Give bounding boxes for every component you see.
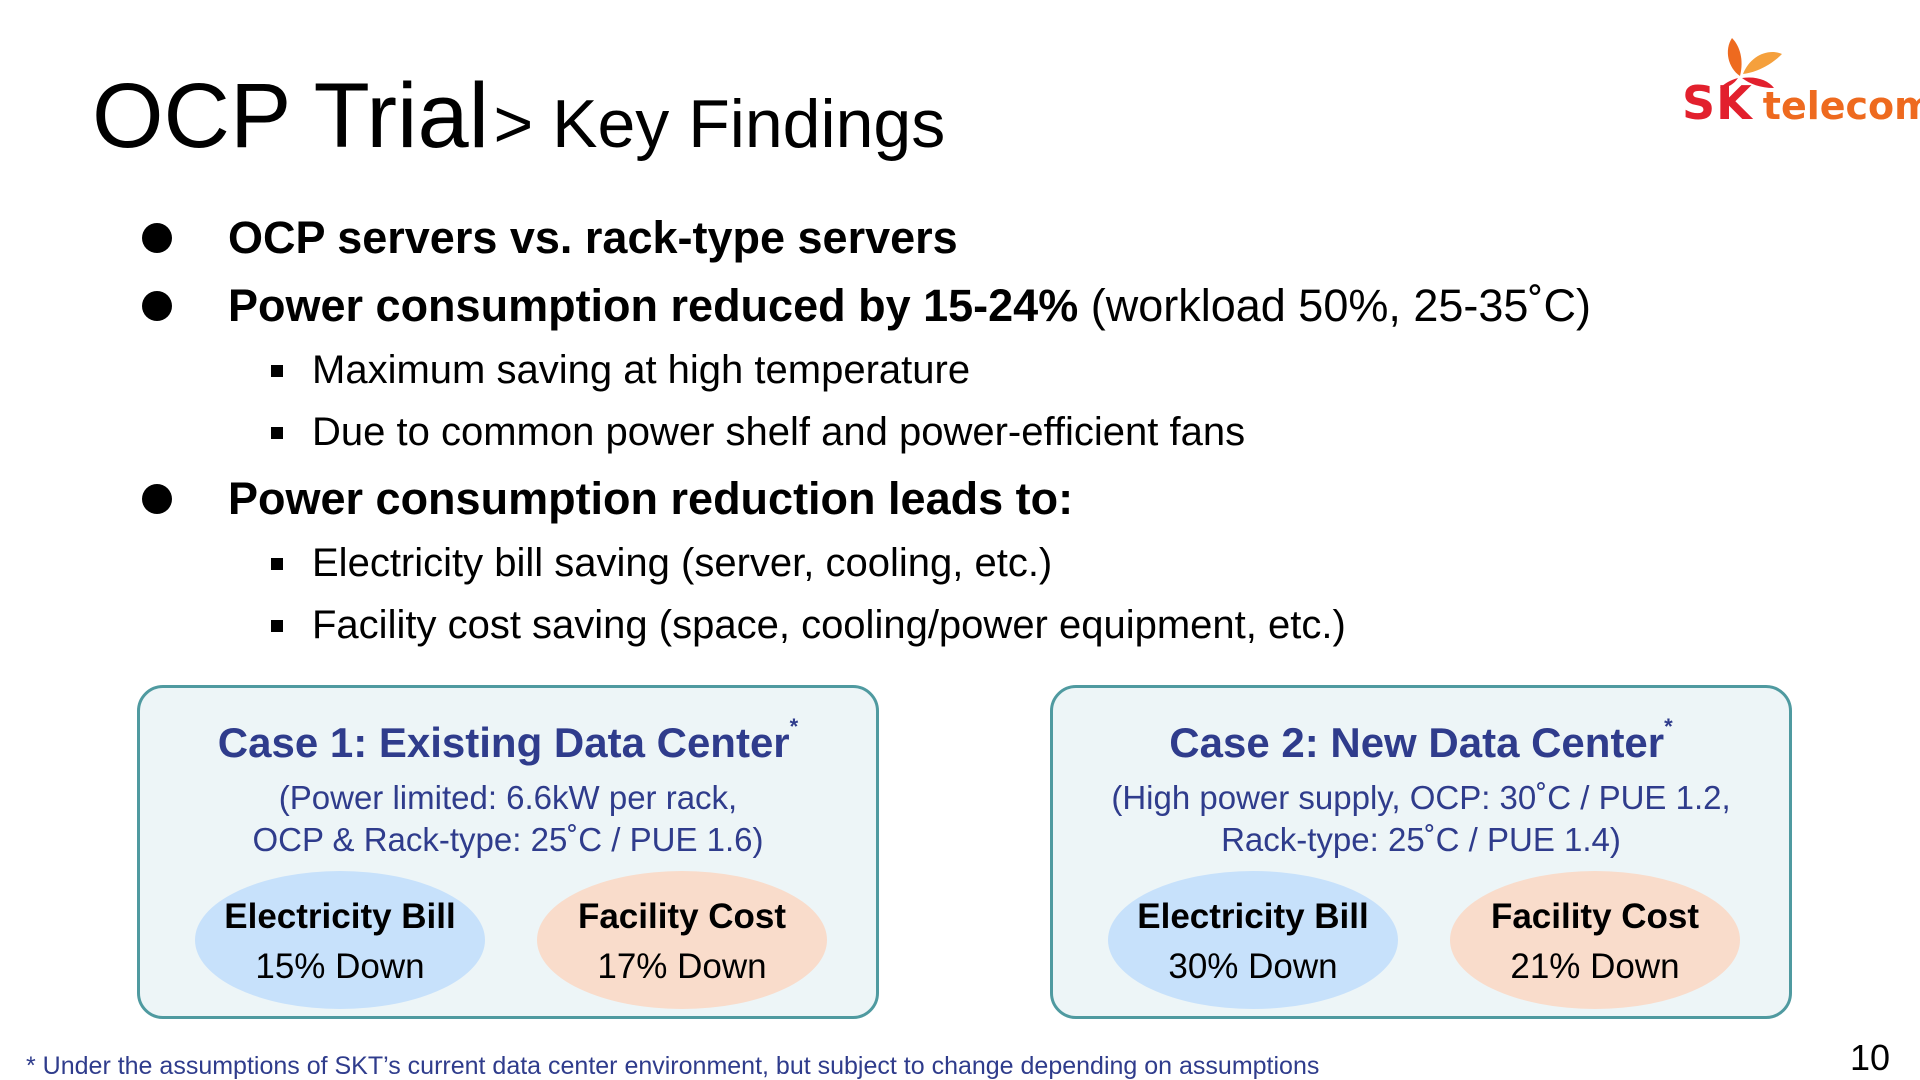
facility-cost-label: Facility Cost xyxy=(1490,897,1700,936)
electricity-bill-ellipse: Electricity Bill 30% Down xyxy=(1108,871,1398,1009)
electricity-bill-value: 30% Down xyxy=(1168,947,1338,986)
logo-sk-text: SK xyxy=(1682,76,1753,130)
bullet-bold-text: Power consumption reduced by 15-24% xyxy=(228,280,1079,331)
electricity-bill-label: Electricity Bill xyxy=(224,897,456,936)
facility-cost-ellipse: Facility Cost 21% Down xyxy=(1450,871,1740,1009)
case-title-text: Case 1: Existing Data Center xyxy=(217,719,790,766)
case-detail-line: Rack-type: 25˚C / PUE 1.4) xyxy=(1221,821,1621,858)
case-detail-line: (Power limited: 6.6kW per rack, xyxy=(278,779,738,816)
bullet-normal-text: (workload 50%, 25-35˚C) xyxy=(1078,280,1591,331)
bullet-dot-icon xyxy=(142,291,172,321)
sub-bullet-text: Due to common power shelf and power-effi… xyxy=(312,410,1246,454)
title-sub: > Key Findings xyxy=(493,86,946,162)
footnote: * Under the assumptions of SKT’s current… xyxy=(26,1052,1320,1080)
sub-bullet-square-icon xyxy=(271,558,283,570)
case-title-text: Case 2: New Data Center xyxy=(1169,719,1665,766)
case-2-box: Case 2: New Data Center* (High power sup… xyxy=(1050,685,1792,1019)
footnote-marker: * xyxy=(789,714,799,739)
slide-title: OCP Trial > Key Findings xyxy=(92,70,945,162)
facility-cost-value: 21% Down xyxy=(1510,947,1680,986)
electricity-bill-ellipse: Electricity Bill 15% Down xyxy=(195,871,485,1009)
case-detail-line: (High power supply, OCP: 30˚C / PUE 1.2, xyxy=(1111,779,1731,816)
bullet-dot-icon xyxy=(142,223,172,253)
footnote-marker: * xyxy=(1664,714,1673,739)
sub-bullet-square-icon xyxy=(271,365,283,377)
bullet-text: Power consumption reduction leads to: xyxy=(228,473,1074,524)
logo-telecom-text: telecom xyxy=(1762,84,1920,128)
electricity-bill-value: 15% Down xyxy=(255,947,425,986)
sk-telecom-logo: SK telecom xyxy=(1670,32,1920,142)
title-main: OCP Trial xyxy=(92,65,490,167)
sub-bullet-square-icon xyxy=(271,620,283,632)
facility-cost-ellipse: Facility Cost 17% Down xyxy=(537,871,827,1009)
bullet-dot-icon xyxy=(142,484,172,514)
facility-cost-value: 17% Down xyxy=(597,947,767,986)
case-title: Case 2: New Data Center* xyxy=(1053,716,1789,766)
case-detail-line: OCP & Rack-type: 25˚C / PUE 1.6) xyxy=(252,821,764,858)
bullet-text: OCP servers vs. rack-type servers xyxy=(228,212,958,263)
page-number: 10 xyxy=(1849,1037,1890,1078)
sub-bullet-text: Electricity bill saving (server, cooling… xyxy=(312,541,1053,585)
sub-bullet-square-icon xyxy=(271,427,283,439)
facility-cost-label: Facility Cost xyxy=(577,897,787,936)
bullet-text: Power consumption reduced by 15-24% (wor… xyxy=(228,283,1591,328)
case-1-box: Case 1: Existing Data Center* (Power lim… xyxy=(137,685,879,1019)
case-title: Case 1: Existing Data Center* xyxy=(140,716,876,766)
sub-bullet-text: Facility cost saving (space, cooling/pow… xyxy=(312,603,1346,647)
sub-bullet-text: Maximum saving at high temperature xyxy=(312,348,971,392)
electricity-bill-label: Electricity Bill xyxy=(1137,897,1369,936)
butterfly-icon xyxy=(1720,38,1782,88)
